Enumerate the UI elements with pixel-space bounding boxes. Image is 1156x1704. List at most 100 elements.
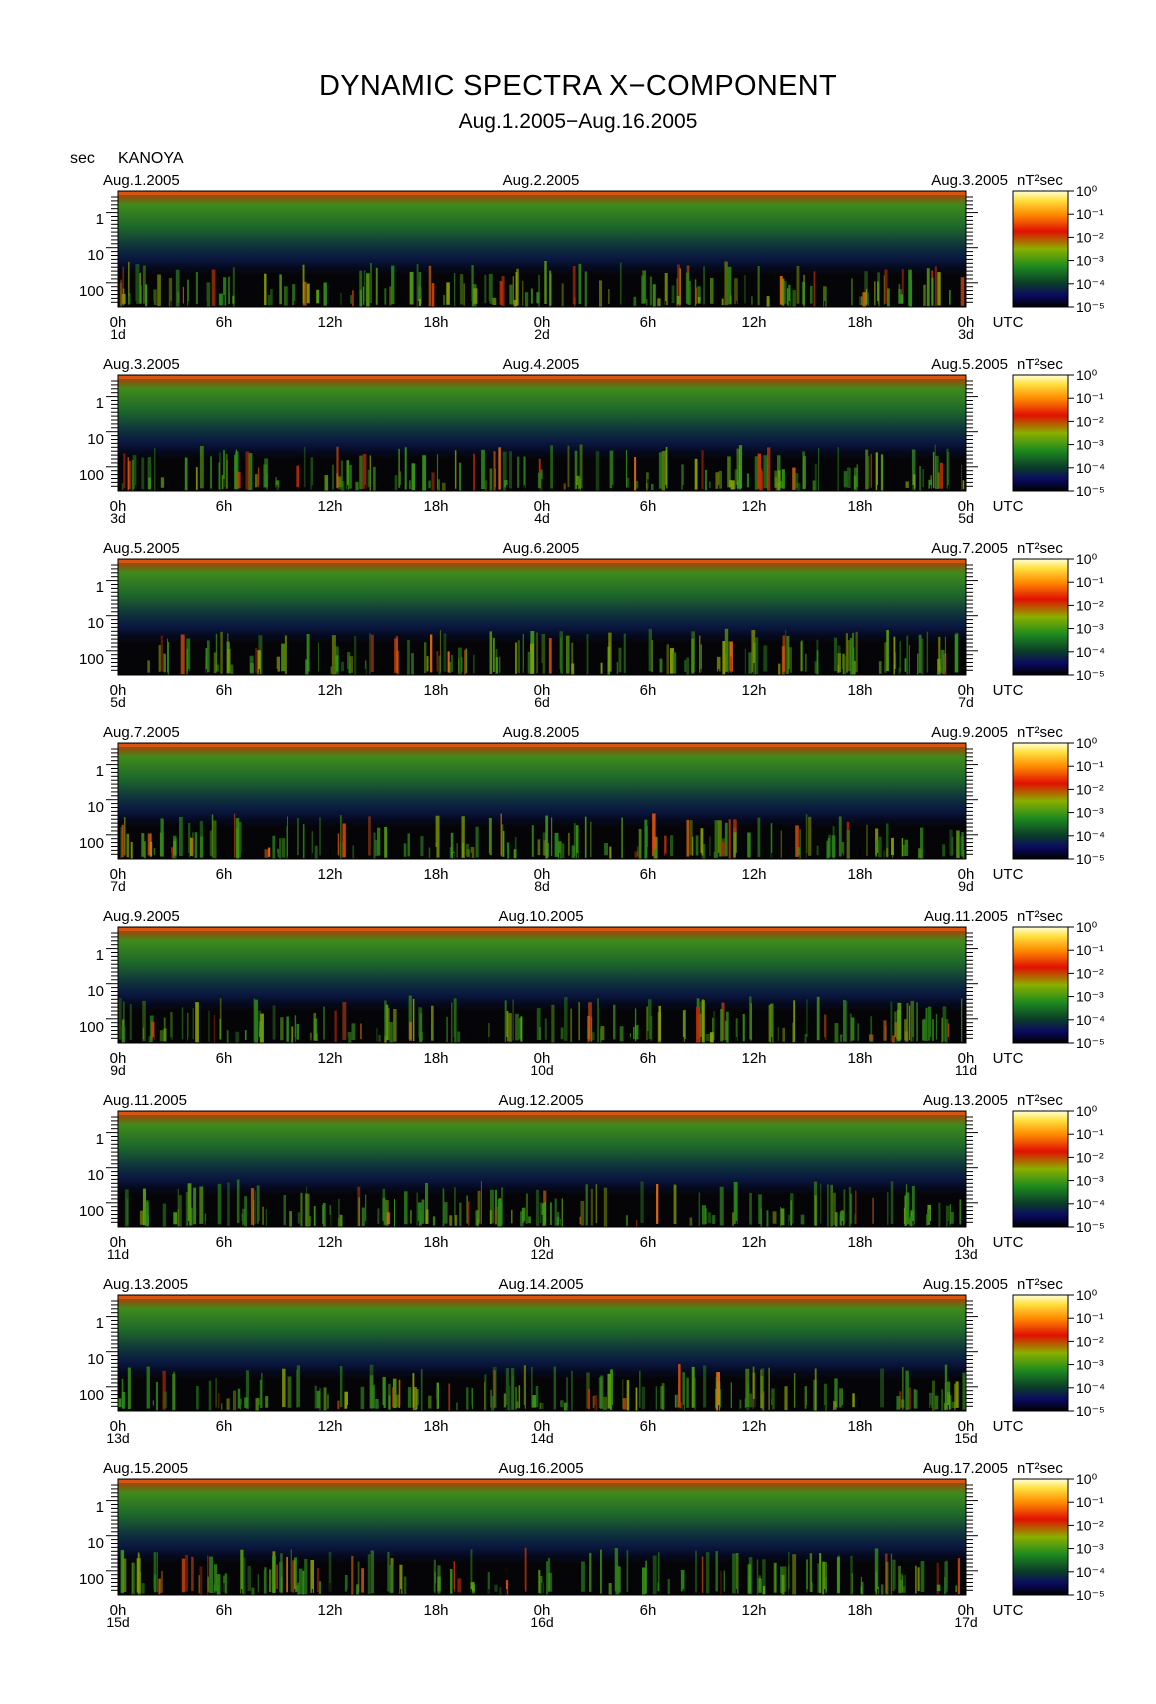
- activity-streak: [673, 1184, 677, 1225]
- activity-streak: [697, 286, 701, 303]
- activity-streak: [880, 454, 884, 491]
- activity-streak: [436, 454, 439, 489]
- activity-streak: [827, 1184, 829, 1227]
- activity-streak: [287, 1376, 292, 1408]
- activity-streak: [700, 644, 702, 673]
- x-tick-label: 12h: [741, 1418, 766, 1435]
- activity-streak: [237, 1388, 241, 1409]
- activity-streak: [835, 1212, 838, 1227]
- activity-streak: [505, 1580, 509, 1595]
- activity-streak: [221, 1403, 223, 1410]
- activity-streak: [695, 835, 699, 856]
- activity-streak: [128, 261, 130, 305]
- activity-streak: [837, 447, 839, 491]
- activity-streak: [340, 815, 342, 859]
- activity-streak: [118, 998, 122, 1040]
- activity-streak: [796, 847, 801, 856]
- activity-streak: [955, 1585, 958, 1593]
- x-tick-label: 12h: [741, 866, 766, 883]
- x-tick-label: 0h: [110, 1050, 127, 1067]
- activity-streak: [443, 1202, 448, 1224]
- activity-streak: [447, 651, 450, 673]
- activity-streak: [722, 641, 726, 675]
- activity-streak: [542, 832, 547, 856]
- x-tick-label: 18h: [423, 1234, 448, 1251]
- activity-streak: [435, 815, 440, 858]
- activity-streak: [575, 825, 579, 859]
- activity-streak: [431, 1025, 433, 1040]
- day-label: 3d: [110, 510, 126, 526]
- activity-streak: [449, 1215, 453, 1226]
- x-tick-label: 18h: [423, 314, 448, 331]
- activity-streak: [595, 1184, 598, 1224]
- activity-streak: [484, 1374, 487, 1411]
- activity-streak: [909, 1218, 912, 1226]
- activity-streak: [579, 444, 583, 489]
- activity-streak: [339, 843, 341, 857]
- activity-streak: [843, 999, 846, 1042]
- x-tick-label: 18h: [847, 314, 872, 331]
- activity-streak: [781, 646, 785, 675]
- x-tick-label: 6h: [640, 682, 657, 699]
- activity-streak: [313, 1018, 318, 1041]
- activity-streak: [922, 469, 924, 488]
- spectrogram-background: [118, 191, 966, 307]
- x-tick-label: 12h: [317, 682, 342, 699]
- activity-streak: [331, 464, 334, 490]
- activity-streak: [675, 1394, 679, 1408]
- activity-streak: [492, 1366, 497, 1409]
- activity-streak: [548, 1572, 553, 1592]
- activity-streak: [147, 660, 150, 673]
- activity-streak: [567, 445, 570, 488]
- activity-streak: [585, 1184, 588, 1226]
- activity-streak: [219, 452, 221, 491]
- activity-streak: [358, 1197, 360, 1226]
- activity-streak: [272, 1555, 276, 1593]
- activity-streak: [196, 1386, 199, 1410]
- activity-streak: [571, 845, 575, 858]
- activity-streak: [235, 451, 239, 490]
- activity-streak: [670, 835, 674, 857]
- activity-streak: [538, 1569, 541, 1594]
- activity-streak: [790, 1193, 794, 1224]
- activity-streak: [265, 1209, 267, 1226]
- activity-streak: [806, 999, 808, 1042]
- activity-streak: [151, 1021, 155, 1040]
- activity-streak: [877, 281, 879, 305]
- activity-streak: [242, 1208, 246, 1225]
- activity-streak: [182, 286, 184, 304]
- activity-streak: [187, 1012, 189, 1041]
- activity-streak: [264, 273, 267, 306]
- activity-streak: [395, 1394, 400, 1408]
- activity-streak: [458, 647, 462, 675]
- activity-streak: [833, 1192, 836, 1225]
- day-label: 15d: [954, 1430, 977, 1446]
- activity-streak: [369, 633, 371, 674]
- activity-streak: [191, 1556, 194, 1592]
- activity-streak: [666, 644, 669, 674]
- spectra-panel: Aug.3.2005 Aug.4.2005 Aug.5.2005 1 10 100 0h 6h…: [79, 356, 1105, 526]
- activity-streak: [409, 1022, 412, 1041]
- activity-streak: [121, 483, 124, 490]
- activity-streak: [141, 833, 145, 857]
- activity-streak: [322, 1204, 324, 1224]
- activity-streak: [244, 1030, 247, 1040]
- activity-streak: [710, 278, 714, 304]
- activity-streak: [302, 824, 305, 859]
- activity-streak: [374, 839, 379, 857]
- activity-streak: [253, 1200, 255, 1227]
- activity-streak: [724, 261, 728, 306]
- x-unit-label: UTC: [993, 1234, 1024, 1251]
- activity-streak: [511, 1209, 513, 1224]
- spectrogram-top-band: [118, 376, 966, 379]
- activity-streak: [813, 271, 816, 307]
- activity-streak: [160, 635, 163, 672]
- activity-streak: [531, 1366, 533, 1408]
- y-tick-label: 10: [87, 1167, 104, 1184]
- activity-streak: [370, 1550, 374, 1594]
- activity-streak: [404, 447, 407, 490]
- activity-streak: [334, 1010, 337, 1042]
- activity-streak: [537, 839, 541, 856]
- activity-streak: [636, 1219, 638, 1227]
- activity-streak: [810, 285, 813, 304]
